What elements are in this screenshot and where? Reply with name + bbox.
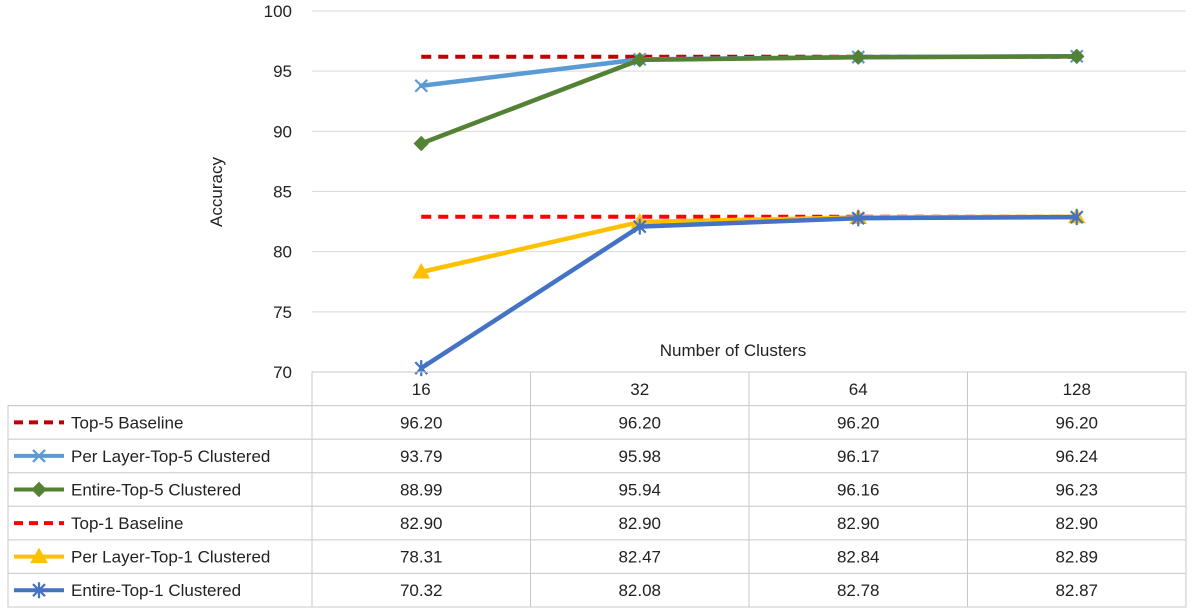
x-marker xyxy=(32,449,46,463)
star-marker xyxy=(1069,209,1084,226)
data-label: 82.89 xyxy=(1055,548,1098,567)
data-label: 96.23 xyxy=(1055,481,1098,500)
data-label: 82.47 xyxy=(618,548,661,567)
data-label: 82.08 xyxy=(618,581,661,600)
diamond-marker xyxy=(413,135,429,152)
star-marker xyxy=(414,360,429,377)
x-tick-label: 32 xyxy=(630,380,649,399)
series-line xyxy=(419,54,1079,146)
y-tick-labels: 70 75 80 85 90 95 100 xyxy=(264,2,292,382)
y-tick-label: 80 xyxy=(273,243,292,262)
diamond-marker xyxy=(632,52,648,68)
data-label: 95.94 xyxy=(618,481,661,500)
grid-layer xyxy=(312,10,1186,373)
legend-key-1 xyxy=(14,449,64,463)
legend-key-5 xyxy=(14,582,64,599)
data-label: 96.20 xyxy=(400,413,443,432)
legend-label: Per Layer-Top-1 Clustered xyxy=(71,548,270,567)
data-label: 82.90 xyxy=(618,514,661,533)
data-label: 95.98 xyxy=(618,447,661,466)
data-label: 96.16 xyxy=(837,481,880,500)
data-label: 70.32 xyxy=(400,581,443,600)
data-label: 82.84 xyxy=(837,548,880,567)
data-label: 78.31 xyxy=(400,548,443,567)
y-axis-label: Accuracy xyxy=(207,157,226,227)
star-marker xyxy=(632,218,647,235)
star-marker xyxy=(851,210,866,227)
data-label: 88.99 xyxy=(400,481,443,500)
data-label: 96.20 xyxy=(837,413,880,432)
y-tick-label: 90 xyxy=(273,122,292,141)
triangle-marker xyxy=(412,262,431,279)
x-tick-label: 128 xyxy=(1063,380,1091,399)
data-label: 96.24 xyxy=(1055,447,1098,466)
data-label: 96.17 xyxy=(837,447,880,466)
y-tick-label: 75 xyxy=(273,303,292,322)
y-tick-label: 95 xyxy=(273,62,292,81)
triangle-marker xyxy=(30,547,48,564)
legend-label: Per Layer-Top-5 Clustered xyxy=(71,447,270,466)
x-axis-label: Number of Clusters xyxy=(660,341,806,360)
series-layer xyxy=(412,48,1086,377)
legend-label: Entire-Top-5 Clustered xyxy=(71,481,241,500)
data-label: 96.20 xyxy=(618,413,661,432)
legend-label: Top-1 Baseline xyxy=(71,514,183,533)
x-marker xyxy=(414,78,429,93)
diamond-marker xyxy=(850,49,866,65)
data-label: 82.90 xyxy=(400,514,443,533)
series-line xyxy=(419,214,1079,371)
x-tick-label: 64 xyxy=(849,380,868,399)
legend-label: Top-5 Baseline xyxy=(71,413,183,432)
series-line xyxy=(419,214,1079,275)
legend-key-2 xyxy=(14,481,64,498)
series-2 xyxy=(413,48,1085,152)
diamond-marker xyxy=(31,481,47,498)
data-table: 16 32 64 128 Top-5 Baseline 96.20 96.20 96.20 96… xyxy=(7,371,1187,608)
data-label: 82.90 xyxy=(1055,514,1098,533)
data-label: 82.78 xyxy=(837,581,880,600)
y-tick-label: 70 xyxy=(273,363,292,382)
y-tick-label: 100 xyxy=(264,2,292,21)
data-label: 93.79 xyxy=(400,447,443,466)
data-label: 96.20 xyxy=(1055,413,1098,432)
data-label: 82.90 xyxy=(837,514,880,533)
legend-label: Entire-Top-1 Clustered xyxy=(71,581,241,600)
diamond-marker xyxy=(1069,48,1085,65)
data-label: 82.87 xyxy=(1055,581,1098,600)
star-marker xyxy=(32,582,46,599)
legend-key-4 xyxy=(14,547,64,564)
y-tick-label: 85 xyxy=(273,183,292,202)
series-5 xyxy=(414,209,1084,377)
x-tick-label: 16 xyxy=(412,380,431,399)
